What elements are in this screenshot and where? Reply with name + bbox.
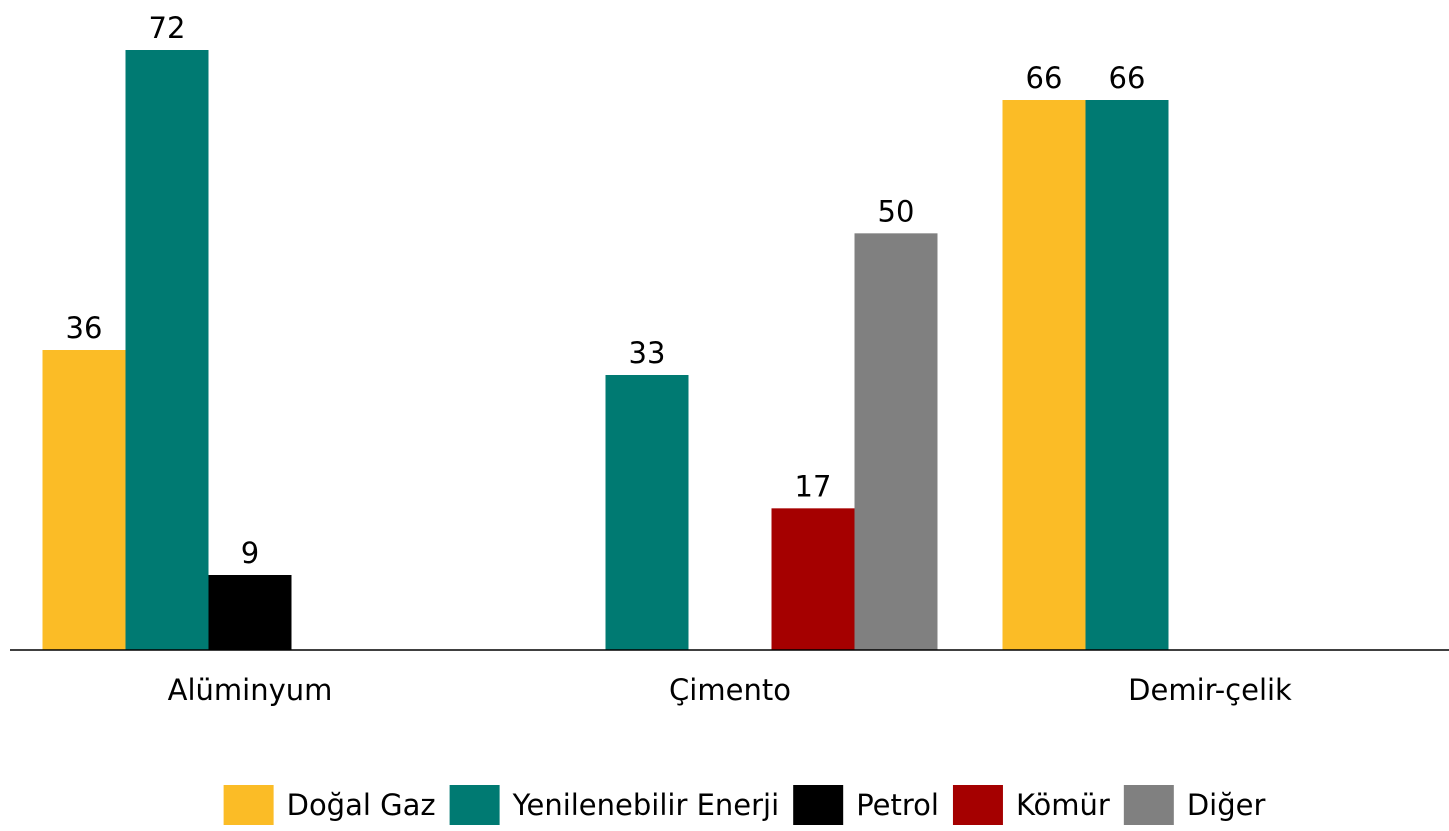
data-label: 17 <box>795 469 832 503</box>
bar <box>1085 100 1169 650</box>
data-label: 9 <box>241 536 259 570</box>
bar <box>854 233 938 651</box>
bar <box>771 508 855 650</box>
legend-swatch <box>449 785 500 825</box>
data-label: 72 <box>149 11 186 45</box>
x-tick-label: Çimento <box>669 673 791 707</box>
legend-swatch <box>223 785 274 825</box>
data-label: 33 <box>629 336 666 370</box>
legend-label: Yenilenebilir Enerji <box>512 788 780 822</box>
legend-swatch <box>793 785 844 825</box>
data-label: 66 <box>1109 61 1146 95</box>
x-tick-label: Demir-çelik <box>1128 673 1292 707</box>
legend-swatch <box>1123 785 1174 825</box>
x-tick-label: Alüminyum <box>168 673 333 707</box>
legend-label: Doğal Gaz <box>287 788 436 822</box>
bar <box>208 575 292 650</box>
bar <box>1002 100 1086 650</box>
data-label: 50 <box>878 194 915 228</box>
data-label: 66 <box>1026 61 1063 95</box>
legend-label: Kömür <box>1016 788 1110 822</box>
legend-label: Diğer <box>1187 788 1266 822</box>
bar <box>605 375 689 650</box>
bar <box>125 50 209 650</box>
bar <box>42 350 126 650</box>
data-label: 36 <box>66 311 103 345</box>
legend-swatch <box>952 785 1003 825</box>
legend-label: Petrol <box>856 788 939 822</box>
